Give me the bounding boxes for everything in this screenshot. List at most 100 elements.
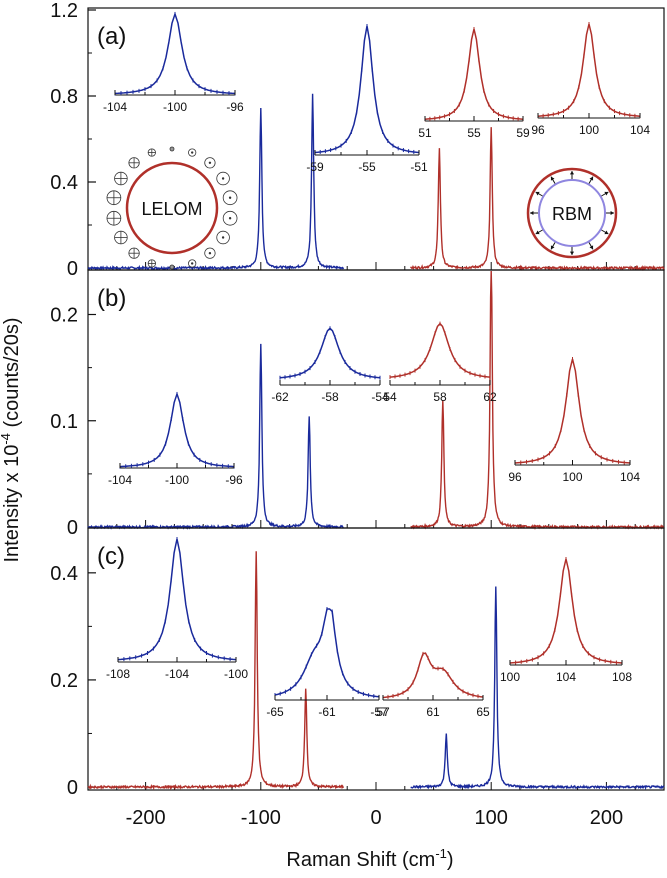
inset-tick-label: -55	[358, 160, 376, 174]
rbm-arrowhead	[589, 245, 594, 250]
inset-curve	[424, 28, 524, 120]
panel-a: 0 0.4 0.8 1.2 (a) -104 -100 -96 -59 -55 -51 51 55 59 9…	[50, 0, 665, 280]
inset-plot: 54 58 62	[383, 321, 497, 404]
y-tick-label: 0.4	[50, 172, 78, 194]
inset-tick-label: 108	[612, 670, 632, 684]
inset-plot: -108 -104 -100	[106, 537, 248, 681]
rbm-arrowhead	[530, 210, 534, 216]
inset-plot: 51 55 59	[418, 27, 530, 140]
inset-tick-label: 100	[562, 470, 582, 484]
panel-label: (a)	[97, 23, 126, 50]
x-tick-label: 0	[370, 807, 381, 829]
y-tick-label: 0.4	[50, 563, 78, 585]
inset-curve	[114, 11, 236, 95]
inset-tick-label: 62	[483, 390, 497, 404]
inset-tick-label: -51	[410, 160, 428, 174]
dot-center	[190, 262, 194, 265]
rbm-arrowhead	[604, 230, 609, 235]
dot-center	[221, 236, 225, 239]
y-tick-label: 0	[67, 777, 78, 799]
x-axis-label: Raman Shift (cm-1)	[286, 846, 453, 871]
inset-curve	[514, 358, 631, 464]
inset-curve	[389, 322, 491, 378]
spectrum-red	[410, 270, 665, 531]
inset-tick-label: -104	[165, 667, 189, 681]
rbm-label: RBM	[552, 204, 592, 224]
inset-curve	[537, 23, 641, 117]
inset-plot: -104 -100 -96	[108, 391, 243, 487]
x-tick-label: -100	[241, 807, 281, 829]
dot-center	[228, 217, 232, 220]
inset-tick-label: 58	[433, 390, 447, 404]
inset-tick-label: -54	[371, 390, 389, 404]
inset-tick-label: 61	[426, 705, 440, 719]
rbm-outer-ring	[526, 167, 618, 259]
dot-center	[190, 151, 194, 154]
y-axis-label: Intensity x 10-4 (counts/20s)	[0, 317, 23, 562]
spectrum-red	[410, 127, 665, 272]
inset-tick-label: 51	[418, 126, 432, 140]
rbm-arrowhead	[550, 245, 555, 250]
cross-symbol-icon	[169, 146, 175, 152]
inset-tick-label: 104	[556, 670, 576, 684]
spectrum-blue	[87, 93, 345, 271]
y-tick-label: 0.2	[50, 670, 78, 692]
inset-tick-label: -100	[163, 100, 187, 114]
y-tick-label: 1.2	[50, 0, 78, 22]
inset-tick-label: -96	[226, 100, 244, 114]
inset-tick-label: 96	[508, 470, 522, 484]
inset-curve	[382, 652, 484, 699]
inset-curve	[314, 25, 420, 154]
inset-tick-label: 55	[467, 126, 481, 140]
panel-label: (c)	[97, 543, 125, 570]
inset-tick-label: -100	[224, 667, 248, 681]
inset-plot: 100 104 108	[500, 557, 632, 684]
inset-plot: -62 -58 -54	[271, 326, 389, 404]
y-tick-label: 0	[67, 517, 78, 539]
rbm-arrowhead	[589, 176, 594, 181]
inset-tick-label: 100	[579, 123, 599, 137]
inset-tick-label: -58	[321, 390, 339, 404]
y-tick-label: 0.8	[50, 86, 78, 108]
inset-tick-label: 54	[383, 390, 397, 404]
inset-plot: 57 61 65	[376, 651, 490, 719]
inset-tick-label: 57	[376, 705, 390, 719]
panel-label: (b)	[97, 285, 126, 312]
inset-tick-label: -104	[108, 473, 132, 487]
inset-plot: -65 -61 -57	[266, 607, 388, 719]
inset-tick-label: 104	[620, 470, 640, 484]
inset-tick-label: 65	[476, 705, 490, 719]
inset-curve	[274, 608, 380, 698]
rbm-arrowhead	[535, 191, 540, 196]
inset-tick-label: -100	[165, 473, 189, 487]
rbm-arrowhead	[569, 251, 575, 255]
dot-center	[208, 161, 212, 165]
y-tick-label: 0.1	[50, 411, 78, 433]
x-tick-label: -200	[126, 807, 166, 829]
inset-tick-label: -96	[225, 473, 243, 487]
lelom-ring	[125, 161, 219, 255]
inset-plot: -59 -55 -51	[306, 24, 428, 174]
panel-frame	[87, 7, 665, 271]
inset-plot: 96 100 104	[531, 22, 650, 137]
inset-curve	[279, 327, 381, 379]
y-tick-label: 0.2	[50, 305, 78, 327]
y-tick-label: 0	[67, 258, 78, 280]
inset-tick-label: -59	[306, 160, 324, 174]
x-axis: -200 -100 0 100 200	[126, 807, 624, 829]
panel-frame	[87, 527, 665, 791]
inset-tick-label: -65	[266, 705, 284, 719]
dot-center	[208, 251, 212, 255]
inset-curve	[119, 391, 235, 468]
inset-plot: -104 -100 -96	[103, 11, 244, 114]
inset-tick-label: -108	[106, 667, 130, 681]
spectrum-red	[87, 551, 344, 791]
dot-center	[221, 177, 225, 180]
inset-tick-label: -104	[103, 100, 127, 114]
lelom-label: LELOM	[141, 199, 202, 219]
rbm-arrowhead	[604, 191, 609, 196]
rbm-inner-ring	[538, 179, 606, 247]
inset-tick-label: -62	[271, 390, 289, 404]
